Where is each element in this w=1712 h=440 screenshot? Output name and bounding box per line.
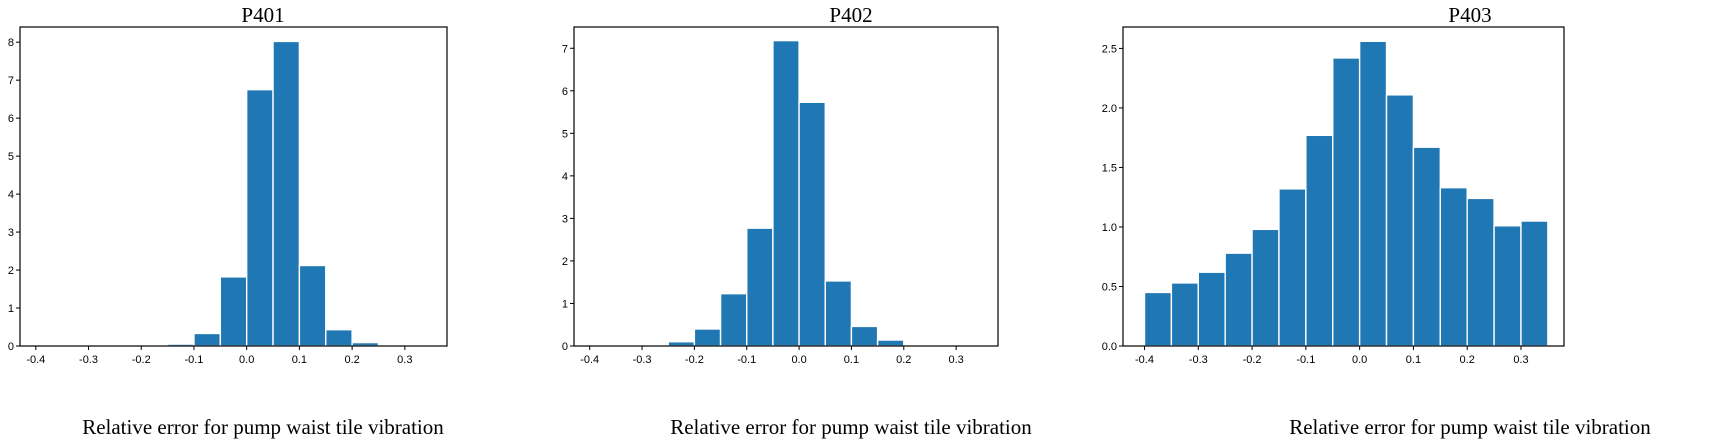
x-tick-label: 0.3 (1513, 354, 1528, 366)
y-tick-label: 2 (562, 256, 568, 268)
x-tick-label: -0.1 (184, 354, 203, 366)
histogram-bar-0 (1143, 291, 1173, 347)
histogram-bar-10 (1412, 146, 1442, 347)
histogram-bar-13 (1493, 225, 1522, 347)
histogram-bar-8 (1358, 40, 1388, 347)
x-tick-label: 0.3 (397, 354, 412, 366)
histogram-bar-5 (772, 39, 800, 347)
chart-title: P403 (1448, 3, 1491, 27)
histogram-bar-1 (1170, 282, 1199, 347)
histogram-bar-3 (1224, 252, 1253, 347)
y-tick-label: 6 (562, 86, 568, 98)
y-tick-label: 2.0 (1102, 103, 1117, 115)
histogram-bar-6 (798, 101, 826, 347)
histogram-bar-7 (824, 280, 853, 347)
chart-title: P401 (241, 3, 284, 27)
x-axis-label: Relative error for pump waist tile vibra… (1289, 415, 1651, 439)
x-tick-label: -0.2 (132, 354, 151, 366)
histogram-bar-7 (325, 328, 353, 347)
x-tick-label: -0.4 (26, 354, 45, 366)
x-tick-label: 0.1 (1406, 354, 1421, 366)
x-tick-label: 0.1 (844, 354, 859, 366)
histogram-bar-6 (1305, 134, 1334, 347)
histogram-bar-8 (850, 325, 879, 347)
histogram-bar-4 (1251, 228, 1280, 347)
histogram-bar-14 (1520, 220, 1549, 347)
y-tick-label: 6 (8, 113, 14, 125)
y-tick-label: 7 (562, 43, 568, 55)
histogram-bar-1 (667, 341, 696, 347)
histogram-bar-4 (245, 88, 274, 347)
plot-frame (1122, 26, 1565, 347)
x-tick-label: 0.3 (948, 354, 963, 366)
x-tick-label: -0.2 (685, 354, 704, 366)
panel-p403: P403 Relative error for pump waist tile … (1102, 3, 1652, 439)
histogram-bar-4 (746, 227, 774, 347)
x-tick-label: -0.4 (580, 354, 599, 366)
x-tick-label: 0.1 (292, 354, 307, 366)
histogram-bar-7 (1332, 57, 1361, 347)
x-tick-label: -0.2 (1243, 354, 1262, 366)
y-tick-label: 0 (8, 341, 14, 353)
histogram-bar-5 (272, 40, 301, 347)
y-tick-label: 1.5 (1102, 162, 1117, 174)
plot-frame (573, 26, 999, 347)
plot-frame (19, 26, 448, 347)
y-tick-label: 3 (8, 227, 14, 239)
x-axis-label: Relative error for pump waist tile vibra… (670, 415, 1032, 439)
y-tick-label: 0 (562, 341, 568, 353)
x-tick-label: -0.1 (1296, 354, 1315, 366)
y-tick-label: 3 (562, 213, 568, 225)
histogram-bar-2 (693, 328, 722, 347)
chart-title: P402 (829, 3, 872, 27)
histogram-bar-2 (193, 332, 222, 347)
y-tick-label: 2 (8, 265, 14, 277)
histogram-bar-12 (1466, 197, 1495, 347)
y-tick-label: 1 (8, 303, 14, 315)
histogram-bar-5 (1278, 188, 1307, 347)
x-tick-label: 0.0 (791, 354, 806, 366)
y-tick-label: 5 (8, 151, 14, 163)
y-tick-label: 4 (8, 189, 14, 201)
x-axis-label: Relative error for pump waist tile vibra… (82, 415, 444, 439)
x-tick-label: 0.2 (896, 354, 911, 366)
x-tick-label: -0.3 (79, 354, 98, 366)
panel-p401: P401 Relative error for pump waist tile … (8, 3, 448, 439)
histogram-bar-2 (1197, 271, 1226, 347)
x-tick-label: -0.3 (633, 354, 652, 366)
y-tick-label: 7 (8, 75, 14, 87)
histogram-bar-3 (219, 276, 248, 347)
x-tick-label: -0.4 (1135, 354, 1154, 366)
y-tick-label: 8 (8, 37, 14, 49)
histogram-bar-11 (1439, 186, 1468, 347)
x-tick-label: 0.2 (1460, 354, 1475, 366)
histogram-bar-9 (876, 339, 905, 347)
y-tick-label: 1.0 (1102, 222, 1117, 234)
x-tick-label: 0.0 (1352, 354, 1367, 366)
histogram-bar-3 (719, 292, 748, 347)
y-tick-label: 2.5 (1102, 43, 1117, 55)
y-tick-label: 1 (562, 298, 568, 310)
x-tick-label: 0.2 (344, 354, 359, 366)
y-tick-label: 4 (562, 171, 568, 183)
y-tick-label: 0.5 (1102, 281, 1117, 293)
histogram-bar-9 (1385, 94, 1415, 347)
histogram-bar-6 (298, 264, 327, 347)
y-tick-label: 0.0 (1102, 341, 1117, 353)
x-tick-label: 0.0 (239, 354, 254, 366)
x-tick-label: -0.3 (1189, 354, 1208, 366)
y-tick-label: 5 (562, 128, 568, 140)
panel-p402: P402 Relative error for pump waist tile … (562, 3, 1032, 439)
x-tick-label: -0.1 (737, 354, 756, 366)
